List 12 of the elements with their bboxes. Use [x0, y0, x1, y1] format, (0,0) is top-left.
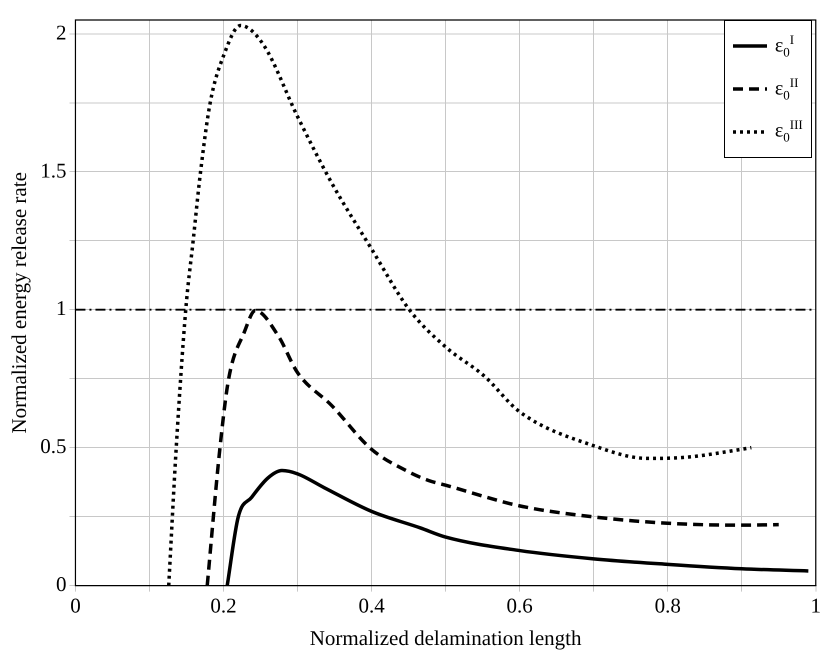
x-tick-label: 0.8 [654, 594, 681, 618]
y-tick-label: 2 [56, 20, 66, 44]
x-tick-label: 0.4 [358, 594, 386, 618]
x-tick-label: 0.6 [506, 594, 533, 618]
y-tick-label: 1 [56, 296, 66, 320]
x-axis-title: Normalized delamination length [310, 626, 582, 650]
y-tick-label: 0.5 [40, 434, 66, 458]
y-tick-label: 0 [56, 572, 66, 596]
x-tick-label: 0.2 [210, 594, 237, 618]
y-axis-title: Normalized energy release rate [7, 172, 32, 434]
x-tick-label: 1 [810, 594, 821, 618]
y-tick-label: 1.5 [40, 158, 66, 182]
